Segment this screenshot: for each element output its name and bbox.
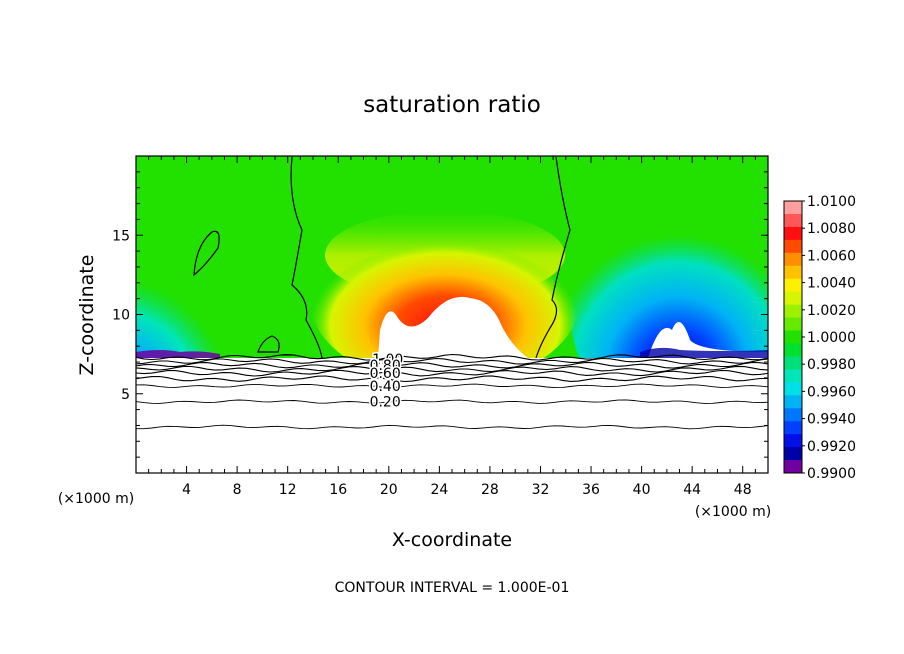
y-axis-label: Z-coordinate xyxy=(76,255,98,376)
colorbar-label: 1.0040 xyxy=(807,276,856,292)
chart-title: saturation ratio xyxy=(363,92,541,118)
contour-line xyxy=(135,357,769,365)
colorbar-segment xyxy=(784,239,802,254)
colorbar-label: 1.0080 xyxy=(807,221,856,237)
x-axis-label: X-coordinate xyxy=(392,529,512,551)
contour-label-group: 1.000.800.600.400.20 xyxy=(368,350,405,412)
colorbar-segment xyxy=(784,252,802,267)
y-tick-label: 5 xyxy=(121,387,130,403)
colorbar-segment xyxy=(784,408,802,422)
right-white-patch xyxy=(648,322,768,358)
y-tick-label: 10 xyxy=(112,308,130,324)
x-tick-label: 36 xyxy=(582,482,600,498)
contour-label: 0.60 xyxy=(370,366,401,382)
x-unit-left: (×1000 m) xyxy=(58,491,134,507)
contour-line-right xyxy=(535,156,571,358)
colorbar-segment xyxy=(784,421,802,435)
colorbar-segment xyxy=(784,330,802,344)
colorbar-label: 1.0060 xyxy=(807,248,856,264)
contour-loop-left-top xyxy=(193,230,220,277)
x-tick-label: 28 xyxy=(481,482,499,498)
x-tick-label: 48 xyxy=(734,482,752,498)
x-tick-label: 4 xyxy=(182,482,191,498)
colorbar-segment xyxy=(784,317,802,332)
x-tick-label: 40 xyxy=(633,482,651,498)
colorbar: 1.0100 1.0080 1.0060 1.0040 1.0020 1.0000 0.99… xyxy=(783,194,856,482)
colorbar-segment xyxy=(784,395,802,409)
x-tick-label: 24 xyxy=(430,482,448,498)
left-cold-region xyxy=(136,225,270,358)
x-tick-label: 8 xyxy=(233,482,242,498)
contour-loop-left-bottom xyxy=(257,335,280,353)
colorbar-segment xyxy=(784,304,802,319)
contour-label: 1.00 xyxy=(372,352,403,368)
colorbar-segment xyxy=(784,201,802,215)
colorbar-segment xyxy=(784,369,802,383)
colorbar-segment xyxy=(784,382,802,396)
contour-interval-text: CONTOUR INTERVAL = 1.000E-01 xyxy=(335,580,570,596)
x-tick-label: 32 xyxy=(532,482,550,498)
contour-label: 0.20 xyxy=(370,395,401,411)
left-ground-edge xyxy=(136,350,220,358)
colorbar-segment xyxy=(784,460,802,474)
colorbar-label: 0.9900 xyxy=(807,466,856,482)
colorbar-label: 1.0000 xyxy=(807,330,856,346)
y-tick-label: 15 xyxy=(112,228,130,244)
right-cold-region xyxy=(570,185,768,358)
contour-line xyxy=(135,365,769,373)
colorbar-segment xyxy=(784,291,802,306)
colorbar-label: 1.0100 xyxy=(807,194,856,210)
colorbar-label: 0.9940 xyxy=(807,412,856,428)
warm-core xyxy=(310,215,580,358)
x-tick-label: 44 xyxy=(683,482,701,498)
colorbar-label: 1.0020 xyxy=(807,303,856,319)
contour-line xyxy=(135,369,769,377)
x-axis-ticks: 4 8 12 16 20 24 28 32 36 40 44 48 xyxy=(148,156,756,498)
contour-line xyxy=(135,361,769,369)
colorbar-segment xyxy=(784,356,802,370)
contour-line-left xyxy=(290,156,323,358)
colorbar-segment xyxy=(784,447,802,461)
lower-contour-group xyxy=(135,353,769,430)
below-ground-region xyxy=(136,358,768,473)
colorbar-segment xyxy=(784,434,802,448)
contour-line xyxy=(135,399,769,404)
contour-label: 0.80 xyxy=(370,358,401,374)
colorbar-segment xyxy=(784,265,802,280)
colorbar-segment xyxy=(784,278,802,293)
colorbar-label: 0.9980 xyxy=(807,357,856,373)
colorbar-segment xyxy=(784,226,802,241)
unsaturated-region xyxy=(378,296,528,358)
colorbar-label: 0.9960 xyxy=(807,384,856,400)
x-tick-label: 16 xyxy=(329,482,347,498)
contour-line xyxy=(135,353,769,361)
contour-line xyxy=(135,383,769,389)
colorbar-label: 0.9920 xyxy=(807,439,856,455)
heatmap-field xyxy=(136,156,768,473)
x-tick-label: 12 xyxy=(279,482,297,498)
contour-label: 0.40 xyxy=(370,379,401,395)
contour-line xyxy=(136,424,769,430)
x-tick-label: 20 xyxy=(380,482,398,498)
colorbar-segment xyxy=(784,343,802,357)
x-unit-right: (×1000 m) xyxy=(695,504,771,520)
y-axis-ticks: 5 10 15 xyxy=(112,171,768,458)
contour-line xyxy=(135,375,768,383)
colorbar-segment xyxy=(784,213,802,228)
